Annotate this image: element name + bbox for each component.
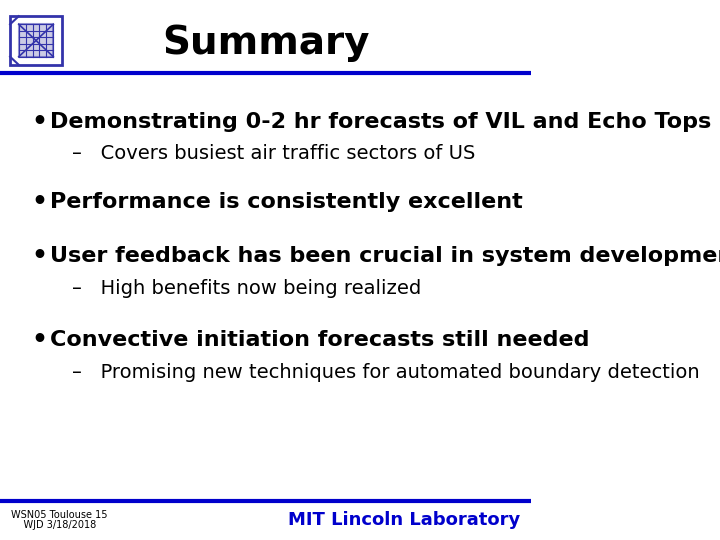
Text: Performance is consistently excellent: Performance is consistently excellent <box>50 192 523 213</box>
FancyBboxPatch shape <box>10 16 62 65</box>
Text: Demonstrating 0-2 hr forecasts of VIL and Echo Tops: Demonstrating 0-2 hr forecasts of VIL an… <box>50 111 711 132</box>
Text: WSN05 Toulouse 15: WSN05 Toulouse 15 <box>11 510 107 519</box>
Text: •: • <box>32 191 48 214</box>
Text: WJD 3/18/2018: WJD 3/18/2018 <box>11 521 96 530</box>
Text: User feedback has been crucial in system development: User feedback has been crucial in system… <box>50 246 720 267</box>
Text: –   High benefits now being realized: – High benefits now being realized <box>72 279 421 299</box>
Text: –   Covers busiest air traffic sectors of US: – Covers busiest air traffic sectors of … <box>72 144 475 164</box>
Text: Summary: Summary <box>162 24 369 62</box>
Text: •: • <box>32 110 48 133</box>
Text: •: • <box>32 245 48 268</box>
Text: •: • <box>32 328 48 352</box>
Text: –   Promising new techniques for automated boundary detection: – Promising new techniques for automated… <box>72 363 699 382</box>
Text: Convective initiation forecasts still needed: Convective initiation forecasts still ne… <box>50 330 590 350</box>
Text: MIT Lincoln Laboratory: MIT Lincoln Laboratory <box>288 511 521 529</box>
FancyBboxPatch shape <box>19 24 53 57</box>
